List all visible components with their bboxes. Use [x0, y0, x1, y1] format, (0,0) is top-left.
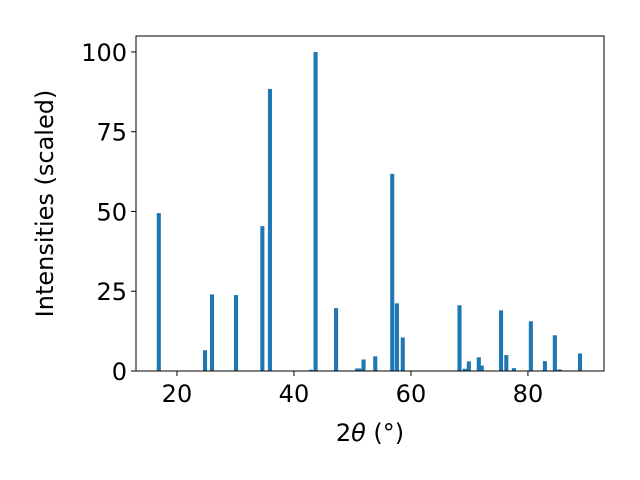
bar [308, 369, 313, 371]
bar [394, 303, 399, 371]
y-axis-title: Intensities (scaled) [31, 90, 59, 318]
bar [479, 365, 484, 371]
bar [400, 337, 405, 371]
x-axis-title-symbol: θ [351, 419, 366, 447]
bar [511, 368, 516, 371]
y-tick-label: 100 [81, 39, 127, 67]
x-axis-ticks: 20 40 60 80 [162, 371, 544, 408]
bar [466, 361, 471, 371]
bar [462, 368, 467, 371]
bar [542, 361, 547, 371]
bar [498, 310, 504, 371]
bar [156, 213, 161, 371]
bar [267, 88, 273, 372]
plot-frame [135, 35, 605, 372]
x-axis-title-prefix: 2 [336, 419, 351, 447]
x-tick-label: 40 [279, 380, 310, 408]
bars-group [156, 51, 583, 372]
bar [260, 226, 265, 371]
bar [202, 350, 208, 371]
bar [355, 368, 360, 371]
bar [476, 357, 481, 371]
bar [357, 368, 362, 371]
x-tick-label: 60 [396, 380, 427, 408]
y-tick-label: 75 [96, 119, 127, 147]
x-tick-label: 20 [162, 380, 193, 408]
y-axis-ticks: 0 25 50 75 100 [81, 39, 136, 386]
bar [334, 308, 339, 371]
bar [457, 305, 462, 371]
bar [504, 355, 509, 371]
bar [390, 173, 395, 371]
y-tick-label: 25 [96, 278, 127, 306]
bar [361, 359, 366, 371]
bar [528, 321, 533, 371]
bar [557, 369, 562, 371]
y-tick-label: 0 [112, 358, 127, 386]
bar [373, 356, 378, 371]
bar [552, 335, 557, 371]
x-tick-label: 80 [513, 380, 544, 408]
y-tick-label: 50 [96, 198, 127, 226]
x-axis-title: 2θ (°) [336, 419, 404, 447]
bar [210, 294, 215, 371]
x-axis-title-unit: (°) [366, 419, 404, 447]
bar [233, 295, 239, 371]
bar [313, 51, 318, 371]
bar [577, 353, 583, 371]
